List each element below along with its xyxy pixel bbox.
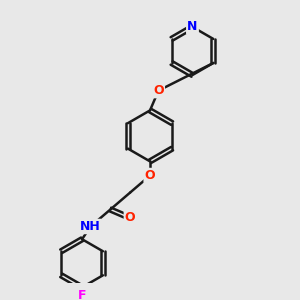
Text: O: O (153, 84, 164, 97)
Text: N: N (187, 20, 198, 33)
Text: NH: NH (80, 220, 101, 233)
Text: O: O (145, 169, 155, 182)
Text: O: O (125, 212, 136, 224)
Text: F: F (78, 289, 86, 300)
